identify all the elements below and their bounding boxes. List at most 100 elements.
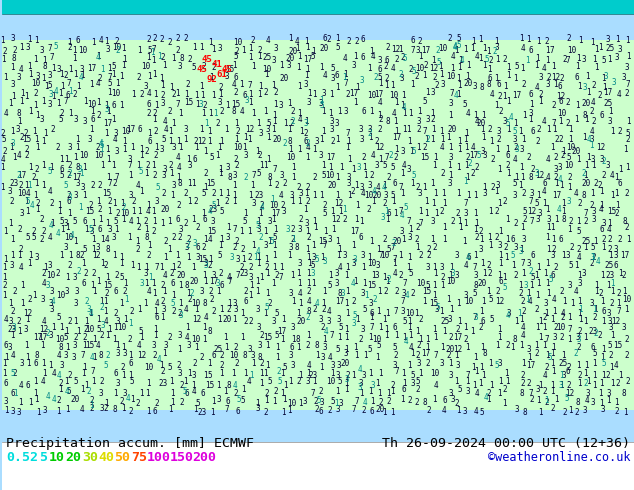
Text: 1: 1 <box>56 407 60 416</box>
Text: 1: 1 <box>10 251 15 261</box>
Text: 1: 1 <box>171 191 175 199</box>
Text: 3: 3 <box>204 260 208 269</box>
Text: 2: 2 <box>553 152 557 162</box>
Text: 1: 1 <box>322 288 327 296</box>
Text: 1: 1 <box>502 272 507 281</box>
Text: 6: 6 <box>392 322 397 332</box>
Text: 1: 1 <box>626 236 630 245</box>
Text: 4: 4 <box>52 394 56 403</box>
Text: 25: 25 <box>559 360 568 368</box>
Text: 6: 6 <box>82 279 86 289</box>
Text: 2: 2 <box>494 234 499 243</box>
Text: 1: 1 <box>283 381 288 390</box>
Text: 1: 1 <box>345 144 349 152</box>
Text: 1: 1 <box>24 93 29 101</box>
Text: 6: 6 <box>575 74 579 82</box>
Text: 10: 10 <box>87 100 96 109</box>
Text: 3: 3 <box>41 295 46 304</box>
Text: 2: 2 <box>559 287 564 295</box>
Text: 1: 1 <box>335 387 339 395</box>
Text: 4: 4 <box>19 263 23 271</box>
Text: 3: 3 <box>609 322 614 332</box>
Text: 3: 3 <box>113 128 118 138</box>
Text: 1: 1 <box>9 143 13 151</box>
Text: 1: 1 <box>425 335 430 343</box>
Text: 23: 23 <box>309 371 318 381</box>
Text: 2: 2 <box>336 216 340 224</box>
Text: 2: 2 <box>68 162 72 171</box>
Text: 17: 17 <box>327 152 336 162</box>
Text: 1: 1 <box>320 252 325 262</box>
Text: 2: 2 <box>610 299 614 309</box>
Text: 5: 5 <box>591 244 595 252</box>
Text: 2: 2 <box>577 343 581 351</box>
Text: 1: 1 <box>136 161 141 170</box>
Text: 1: 1 <box>33 55 37 65</box>
Text: 1: 1 <box>474 368 479 376</box>
Text: 2: 2 <box>492 48 497 56</box>
Text: 3: 3 <box>50 287 55 295</box>
Text: 3: 3 <box>289 244 294 252</box>
Text: 2: 2 <box>323 200 327 210</box>
Text: 2: 2 <box>299 216 304 224</box>
Text: 4: 4 <box>162 118 167 126</box>
Text: 1: 1 <box>299 126 304 136</box>
Text: 1: 1 <box>498 227 503 237</box>
Text: 4: 4 <box>528 296 533 305</box>
Text: 2: 2 <box>290 117 295 125</box>
Text: 1: 1 <box>313 223 318 232</box>
Text: 1: 1 <box>368 334 372 343</box>
Text: 3: 3 <box>523 281 527 291</box>
Text: 4: 4 <box>57 350 61 360</box>
Text: 1: 1 <box>391 388 395 396</box>
Text: 1: 1 <box>41 74 46 83</box>
Text: 12: 12 <box>597 144 605 152</box>
Text: 2: 2 <box>282 140 287 148</box>
Text: 1: 1 <box>20 90 25 98</box>
Text: 5: 5 <box>311 261 316 270</box>
Text: 6: 6 <box>290 343 295 352</box>
Text: 3: 3 <box>401 290 406 298</box>
Text: 4: 4 <box>191 388 196 396</box>
Text: 2: 2 <box>368 128 372 138</box>
Text: 1: 1 <box>139 389 144 397</box>
Text: 10: 10 <box>327 376 336 386</box>
Text: 3: 3 <box>171 144 176 152</box>
Text: 6: 6 <box>319 407 323 416</box>
Text: 1: 1 <box>92 251 96 261</box>
Text: 1: 1 <box>204 371 208 381</box>
Text: 4: 4 <box>146 90 151 98</box>
Text: 2: 2 <box>74 333 79 342</box>
Text: 10: 10 <box>380 251 389 261</box>
Text: 2: 2 <box>535 137 540 146</box>
Text: 1: 1 <box>361 264 365 272</box>
Text: 2: 2 <box>590 200 595 210</box>
Text: 61: 61 <box>216 71 227 79</box>
Text: 2: 2 <box>542 314 547 322</box>
Text: 1: 1 <box>298 398 302 408</box>
Text: 1: 1 <box>319 191 323 199</box>
Text: 7: 7 <box>520 260 525 269</box>
Text: 1: 1 <box>171 389 175 397</box>
Text: 3: 3 <box>256 322 261 332</box>
Text: 1: 1 <box>27 181 32 191</box>
Text: 1: 1 <box>58 90 62 98</box>
Text: 1: 1 <box>577 271 581 280</box>
Text: 7: 7 <box>247 81 252 91</box>
Text: 12: 12 <box>39 325 49 335</box>
Text: 3: 3 <box>304 80 309 90</box>
Text: 6: 6 <box>370 407 374 416</box>
Text: 4: 4 <box>126 393 130 402</box>
Text: 1: 1 <box>342 74 346 82</box>
Text: 1: 1 <box>554 215 559 223</box>
Text: 2: 2 <box>553 264 557 272</box>
Text: 3: 3 <box>319 99 323 108</box>
Text: 1: 1 <box>458 223 463 232</box>
Text: 1: 1 <box>443 198 447 207</box>
Text: 6: 6 <box>304 137 309 146</box>
Text: 1: 1 <box>297 279 302 289</box>
Text: 17: 17 <box>552 192 561 200</box>
Text: 1: 1 <box>368 106 373 116</box>
Text: 6: 6 <box>410 36 415 46</box>
Text: 17: 17 <box>351 226 359 236</box>
